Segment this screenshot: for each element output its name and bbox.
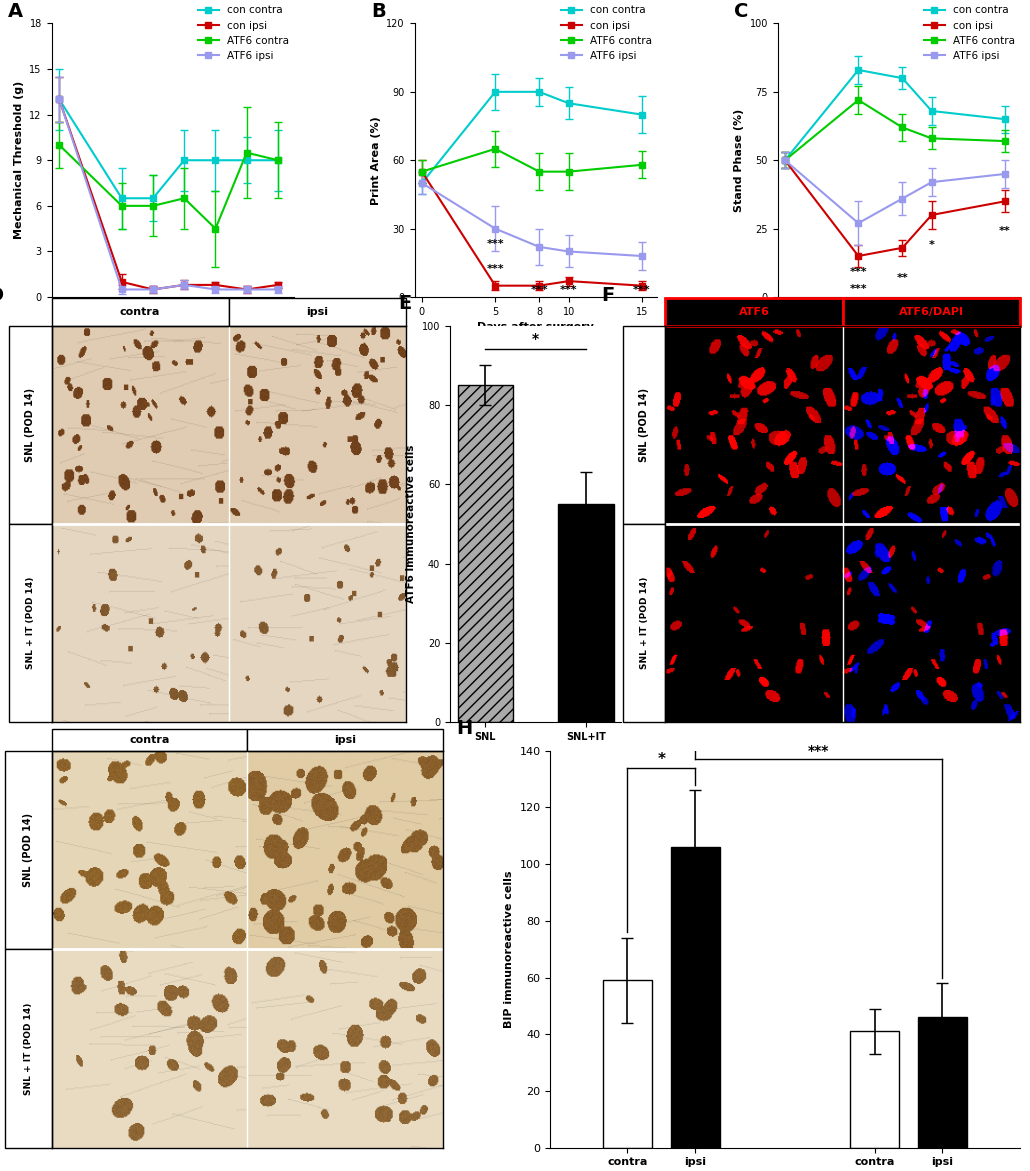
Y-axis label: Stand Phase (%): Stand Phase (%): [734, 109, 744, 212]
Bar: [558, 504, 614, 723]
Bar: [52, 730, 247, 751]
Text: ipsi: ipsi: [334, 734, 356, 745]
Legend: con contra, con ipsi, ATF6 contra, ATF6 ipsi: con contra, con ipsi, ATF6 contra, ATF6 …: [920, 1, 1020, 66]
Legend: con contra, con ipsi, ATF6 contra, ATF6 ipsi: con contra, con ipsi, ATF6 contra, ATF6 …: [194, 1, 294, 66]
Y-axis label: ATF6 immunoreactive cells: ATF6 immunoreactive cells: [406, 445, 416, 603]
Text: D: D: [0, 286, 4, 304]
Text: *: *: [929, 240, 934, 249]
Text: **: **: [999, 226, 1010, 237]
Text: *: *: [657, 752, 665, 767]
Bar: [457, 385, 513, 723]
Text: ***: ***: [486, 263, 504, 274]
Bar: [4, 751, 52, 950]
Text: C: C: [734, 1, 749, 21]
Text: SNL (POD 14): SNL (POD 14): [23, 813, 33, 888]
Bar: [603, 980, 652, 1148]
Text: B: B: [371, 1, 386, 21]
X-axis label: Days after surgery: Days after surgery: [477, 322, 594, 333]
Text: SNL (POD 14): SNL (POD 14): [639, 388, 649, 461]
Legend: con contra, con ipsi, ATF6 contra, ATF6 ipsi: con contra, con ipsi, ATF6 contra, ATF6 …: [557, 1, 656, 66]
Text: F: F: [602, 286, 615, 304]
Bar: [623, 326, 665, 523]
Bar: [623, 523, 665, 723]
Text: ***: ***: [809, 744, 829, 758]
Text: ***: ***: [486, 239, 504, 249]
Text: ***: ***: [559, 285, 578, 295]
Bar: [850, 1032, 899, 1148]
Bar: [247, 730, 443, 751]
Text: SNL + IT (POD 14): SNL + IT (POD 14): [640, 577, 649, 670]
Bar: [843, 297, 1020, 326]
Text: contra: contra: [119, 307, 161, 316]
Text: SNL + IT (POD 14): SNL + IT (POD 14): [26, 577, 35, 670]
Text: ***: ***: [850, 283, 867, 294]
Text: SNL + IT (POD 14): SNL + IT (POD 14): [24, 1002, 33, 1095]
Bar: [918, 1018, 967, 1148]
Text: A: A: [8, 1, 23, 21]
Text: ***: ***: [850, 267, 867, 278]
Text: H: H: [456, 719, 473, 738]
Text: ipsi: ipsi: [306, 307, 329, 316]
Bar: [229, 297, 406, 326]
Bar: [4, 950, 52, 1148]
Text: SNL (POD 14): SNL (POD 14): [26, 388, 35, 461]
Text: *: *: [533, 333, 539, 347]
Text: E: E: [399, 294, 412, 313]
Text: ATF6/DAPI: ATF6/DAPI: [898, 307, 964, 316]
Bar: [665, 297, 843, 326]
Bar: [671, 847, 720, 1148]
Text: contra: contra: [129, 734, 170, 745]
X-axis label: Days after surgery: Days after surgery: [114, 322, 231, 333]
Bar: [52, 297, 229, 326]
Bar: [9, 326, 52, 523]
Y-axis label: BIP immunoreactive cells: BIP immunoreactive cells: [504, 870, 514, 1028]
Text: ***: ***: [530, 285, 548, 295]
Text: **: **: [896, 273, 908, 282]
Y-axis label: Mechanical Threshold (g): Mechanical Threshold (g): [13, 81, 24, 239]
Y-axis label: Print Area (%): Print Area (%): [371, 116, 381, 205]
Text: ***: ***: [633, 285, 651, 295]
Text: ATF6: ATF6: [739, 307, 769, 316]
Bar: [9, 523, 52, 723]
X-axis label: Days after surgery: Days after surgery: [840, 322, 957, 333]
